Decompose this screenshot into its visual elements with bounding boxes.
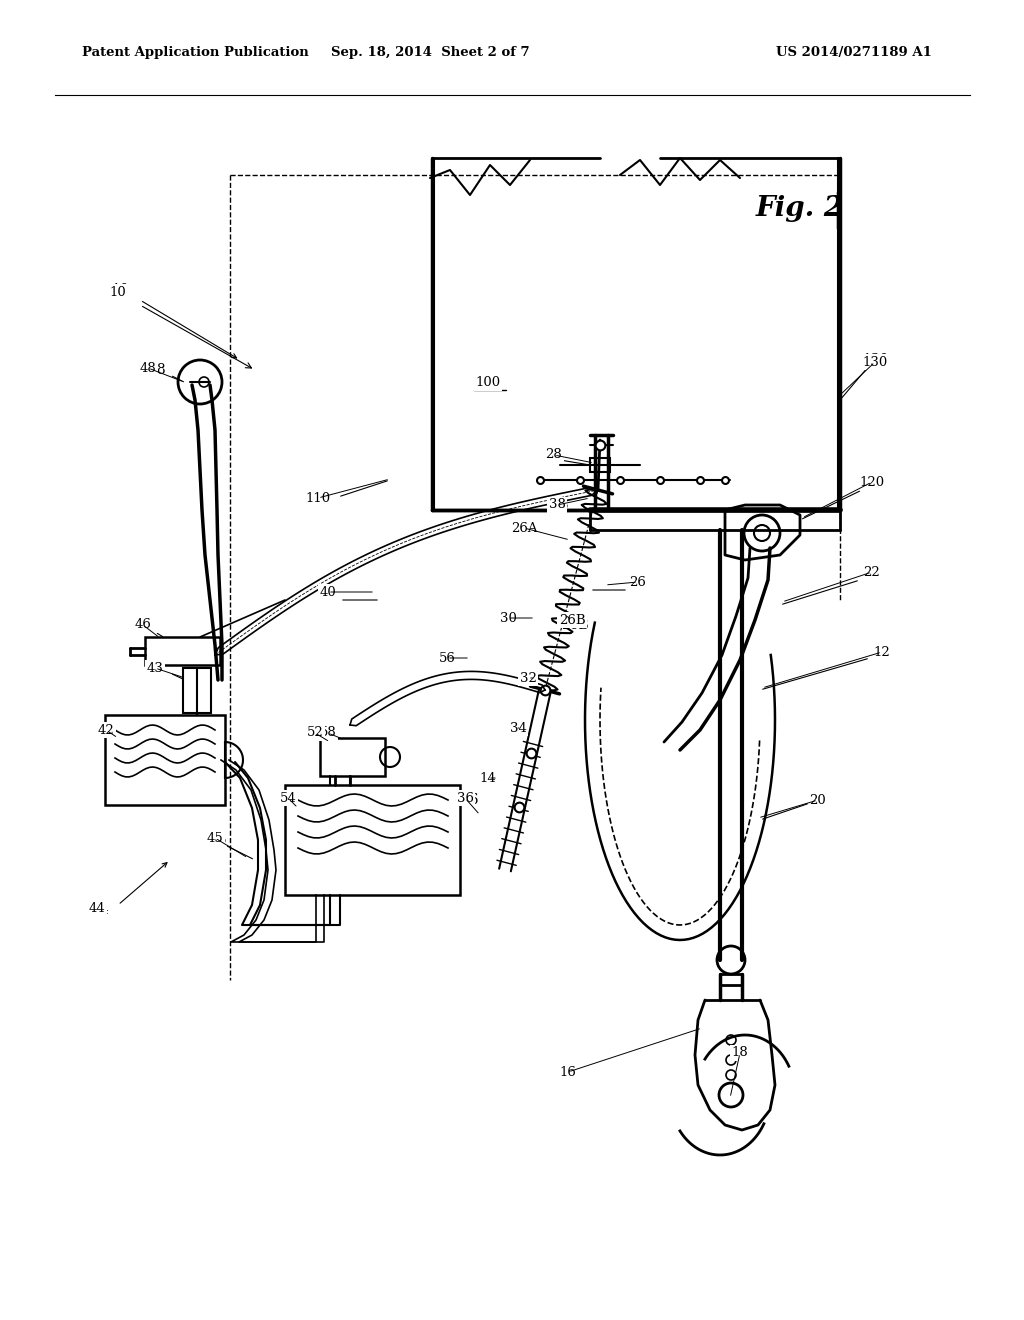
Circle shape [726,1055,736,1065]
Text: Fig. 2: Fig. 2 [756,194,844,222]
FancyBboxPatch shape [590,458,610,473]
Text: 44: 44 [91,903,109,917]
Text: US 2014/0271189 A1: US 2014/0271189 A1 [776,46,932,59]
Text: 48: 48 [139,362,157,375]
Text: 34: 34 [511,723,528,737]
Text: 26A: 26A [511,523,539,537]
Circle shape [726,1071,736,1080]
Text: Sep. 18, 2014  Sheet 2 of 7: Sep. 18, 2014 Sheet 2 of 7 [331,46,529,59]
Text: 110: 110 [305,491,331,504]
Text: 38: 38 [551,498,568,512]
Text: 120: 120 [857,478,883,492]
Text: 28: 28 [544,447,561,462]
Text: 58: 58 [316,729,334,742]
Text: 54: 54 [282,793,299,807]
Text: 18: 18 [733,1048,751,1063]
Text: 34: 34 [510,722,526,734]
Text: 100: 100 [475,376,501,389]
Text: 14: 14 [481,774,499,787]
Text: 36: 36 [457,792,473,804]
Text: 10: 10 [112,282,129,297]
Text: 46: 46 [136,620,154,634]
Text: 120: 120 [859,475,885,488]
Text: 52: 52 [309,729,327,742]
Text: 20: 20 [811,793,828,807]
Text: 46: 46 [134,619,152,631]
Text: 56: 56 [438,652,456,664]
Text: 40: 40 [319,586,336,598]
Text: 130: 130 [862,352,888,367]
Text: 40: 40 [322,587,339,602]
Text: 42: 42 [98,723,116,737]
Text: 14: 14 [479,771,497,784]
Text: 28: 28 [546,449,562,462]
Text: 26B: 26B [559,614,586,627]
Text: 18: 18 [731,1047,749,1060]
Text: 16: 16 [561,1068,579,1082]
Text: 12: 12 [871,648,889,663]
Text: 26: 26 [628,578,645,591]
Text: 43: 43 [148,663,166,677]
Text: 32: 32 [521,673,539,686]
Text: 45: 45 [207,832,223,845]
Text: 30: 30 [502,612,519,627]
Text: 10: 10 [110,285,126,298]
Text: 16: 16 [559,1065,577,1078]
Text: 20: 20 [810,793,826,807]
Text: 100: 100 [475,378,501,392]
Text: 26B: 26B [561,618,589,632]
Text: 32: 32 [519,672,537,685]
Text: 26: 26 [630,576,646,589]
Text: 43: 43 [146,661,164,675]
Text: 58: 58 [319,726,336,739]
Text: 54: 54 [280,792,296,804]
Text: 38: 38 [549,499,565,511]
Text: 45: 45 [209,833,226,847]
Text: 22: 22 [861,568,879,582]
Text: 130: 130 [862,355,888,368]
Circle shape [726,1035,736,1045]
Text: 110: 110 [307,492,333,507]
Text: 30: 30 [500,611,516,624]
Text: Patent Application Publication: Patent Application Publication [82,46,308,59]
Text: 42: 42 [97,723,115,737]
Text: 26A: 26A [511,521,538,535]
Text: 56: 56 [436,653,454,667]
Text: 36: 36 [461,793,479,807]
Text: 22: 22 [863,565,881,578]
Text: 52: 52 [306,726,324,739]
Text: 44: 44 [89,902,105,915]
Text: 48: 48 [148,363,166,378]
Text: 12: 12 [873,645,891,659]
